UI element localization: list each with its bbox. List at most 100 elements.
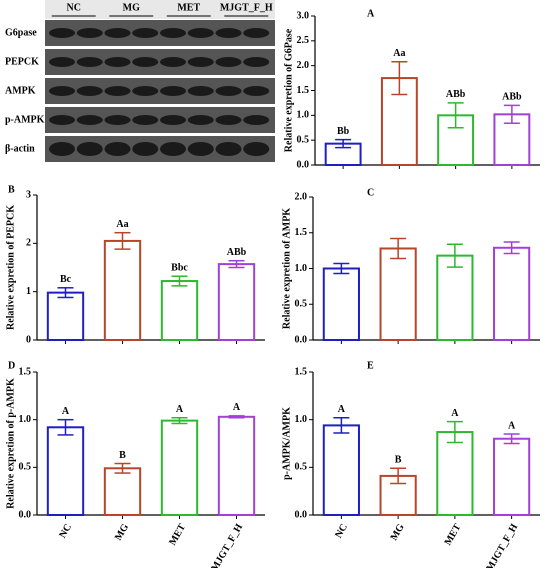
y-tick-label: 0.0 [19,509,32,520]
band [76,86,103,96]
y-axis-label: Relative expretion of AMPK [281,208,292,329]
band [160,28,186,38]
significance-letter: B [119,450,126,461]
band [160,142,186,156]
group-label: MET [177,2,200,13]
band [132,86,159,96]
significance-letter: A [508,420,516,431]
significance-letter: A [62,406,70,417]
band [160,115,186,125]
band [187,142,214,156]
x-tick-label: MG [113,522,131,543]
band [243,86,270,96]
y-axis-label: Relative expretion of G6Pase [283,28,294,152]
y-tick-label: 0.5 [297,134,310,145]
bar [493,437,531,517]
significance-letter: Aa [116,219,128,230]
band [49,86,75,96]
bar [217,263,256,341]
protein-label: G6pase [5,27,37,38]
band [104,142,131,156]
significance-letter: A [176,404,184,415]
y-tick-label: 1.0 [295,414,308,425]
significance-letter: ABb [502,92,522,103]
significance-letter: ABb [227,247,247,258]
panel-letter: A [367,8,375,19]
y-tick-label: 1.0 [19,414,32,425]
y-tick-label: 2 [26,238,31,249]
band [104,86,131,96]
y-axis-label: p-AMPK/AMPK [281,407,292,480]
x-tick-label: MET [443,522,464,548]
band [215,28,242,38]
band [215,115,242,125]
y-tick-label: 1.5 [295,227,308,238]
band [160,57,186,67]
band [243,57,270,67]
bar [160,419,199,516]
y-tick-label: 0.0 [295,334,308,345]
y-tick-label: 1 [26,286,31,297]
band [187,86,214,96]
band [104,57,131,67]
bar [436,254,474,342]
protein-label: AMPK [5,85,36,96]
band [215,57,242,67]
band [243,115,270,125]
band [76,28,103,38]
bar [160,280,199,341]
x-tick-label: MET [167,522,188,548]
bar [322,424,360,516]
y-tick-label: 1.0 [295,263,308,274]
bar [493,246,531,341]
band [243,28,270,38]
y-axis-label: Relative expretion of p-AMPK [5,378,16,509]
band [104,115,131,125]
x-tick-label: MJGT_F_H [209,522,245,568]
band [215,142,242,156]
panel-letter: C [367,187,374,198]
significance-letter: ABb [446,89,466,100]
significance-letter: B [395,455,402,466]
y-tick-label: 1.5 [19,366,32,377]
band [215,86,242,96]
y-tick-label: 0.5 [19,462,32,473]
y-tick-label: 1.5 [295,366,308,377]
band [187,28,214,38]
significance-letter: A [451,408,459,419]
y-tick-label: 0.5 [295,462,308,473]
blot-header [45,0,275,19]
panel-letter: E [367,360,374,371]
western-blot: NC MG MET MJGT_F_H G6pase PEPCK AMPK p-AMPK β-ac… [5,0,275,162]
band [49,28,75,38]
significance-letter: Bc [60,274,72,285]
bar [103,239,142,342]
band [132,57,159,67]
y-axis-label: Relative expretion of PEPCK [5,205,16,330]
y-tick-label: 0.5 [295,299,308,310]
bar [322,267,360,341]
bar [103,467,142,516]
y-tick-label: 1.5 [297,85,310,96]
band [160,86,186,96]
y-tick-label: 2.0 [297,60,310,71]
y-tick-label: 0.0 [295,509,308,520]
x-tick-label: NC [57,522,74,540]
significance-letter: A [233,402,241,413]
band [187,115,214,125]
band [187,57,214,67]
y-tick-label: 0.0 [297,159,310,170]
protein-label: p-AMPK [5,114,45,125]
bar [217,415,256,517]
group-label: MJGT_F_H [220,2,273,13]
band [49,142,75,156]
panel-letter: D [8,360,15,371]
bar [436,431,474,516]
panel-letter: B [8,184,15,195]
band [76,115,103,125]
band [76,57,103,67]
y-tick-label: 1.0 [297,110,310,121]
band [49,115,75,125]
significance-letter: Bbc [171,262,188,273]
